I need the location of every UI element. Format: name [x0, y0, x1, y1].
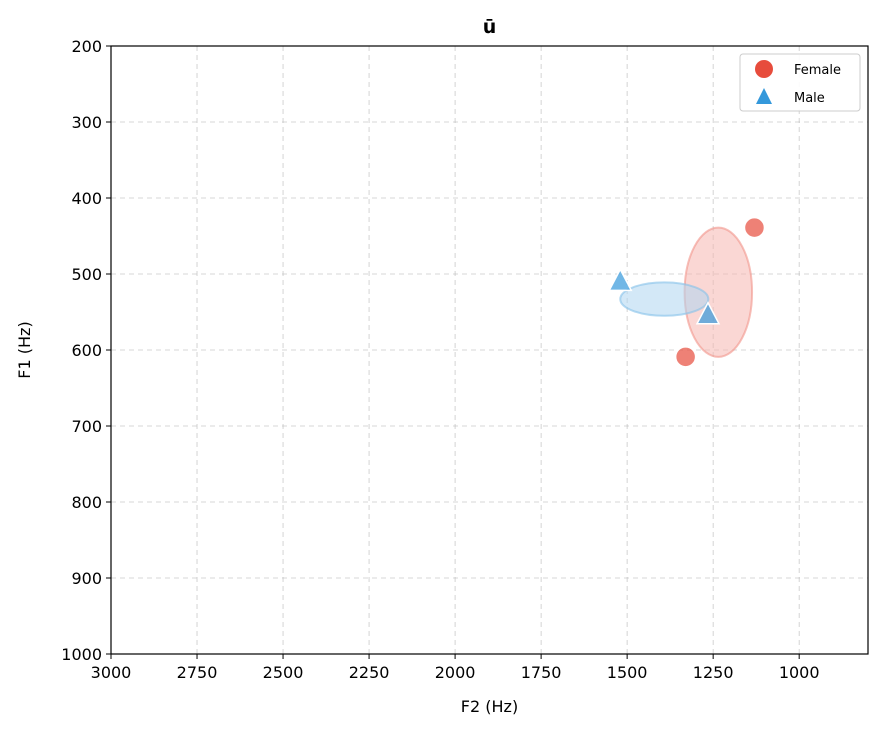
- x-tick-label: 2250: [349, 663, 390, 682]
- chart-title: ū: [483, 16, 497, 38]
- ellipses-layer: [619, 226, 754, 358]
- x-axis-ticks: 3000 2750 2500 2250 2000 1750 1500 1250 1000: [91, 654, 820, 682]
- point-female: [674, 346, 697, 368]
- y-tick-label: 1000: [61, 645, 102, 664]
- y-tick-label: 200: [71, 37, 102, 56]
- points-layer: [608, 216, 766, 368]
- point-male: [695, 301, 721, 325]
- legend-male-label: Male: [794, 91, 825, 106]
- y-tick-label: 600: [71, 341, 102, 360]
- x-tick-label: 2000: [435, 663, 476, 682]
- x-tick-label: 2750: [177, 663, 218, 682]
- x-tick-label: 1000: [779, 663, 820, 682]
- x-tick-label: 1500: [607, 663, 648, 682]
- y-axis-label: F1 (Hz): [15, 321, 34, 378]
- legend-male-marker: [756, 88, 772, 104]
- x-tick-label: 3000: [91, 663, 132, 682]
- legend-female-marker: [755, 60, 773, 78]
- y-tick-label: 400: [71, 189, 102, 208]
- x-tick-label: 1250: [693, 663, 734, 682]
- ellipse-male: [619, 281, 710, 317]
- x-axis-label: F2 (Hz): [461, 697, 518, 716]
- y-tick-label: 900: [71, 569, 102, 588]
- y-tick-label: 700: [71, 417, 102, 436]
- legend-female-label: Female: [794, 63, 841, 78]
- x-tick-label: 1750: [521, 663, 562, 682]
- y-tick-label: 300: [71, 113, 102, 132]
- y-axis-ticks: 200 300 400 500 600 700 800 900 1000: [61, 37, 111, 664]
- legend: Female Male: [739, 53, 861, 112]
- y-tick-label: 500: [71, 265, 102, 284]
- point-male: [608, 267, 633, 292]
- y-tick-label: 800: [71, 493, 102, 512]
- x-tick-label: 2500: [263, 663, 304, 682]
- point-female: [743, 216, 766, 239]
